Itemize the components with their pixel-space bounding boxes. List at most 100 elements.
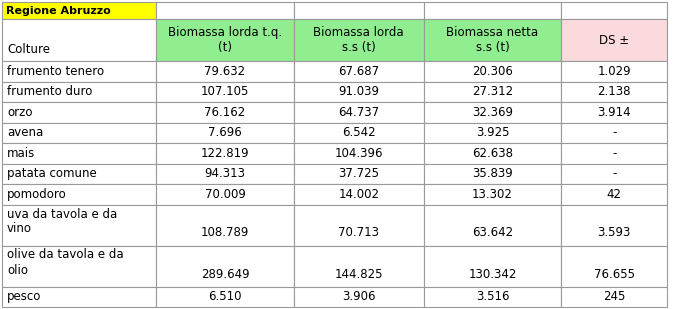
Bar [424, 286, 561, 307]
Bar [2, 163, 157, 184]
Text: 3.925: 3.925 [475, 126, 509, 139]
Bar [293, 19, 424, 61]
Text: -: - [612, 147, 616, 160]
Text: 3.516: 3.516 [475, 290, 509, 303]
Text: 108.789: 108.789 [201, 226, 249, 239]
Bar [561, 184, 667, 205]
Text: 289.649: 289.649 [201, 268, 249, 281]
Bar [2, 102, 157, 122]
Text: 122.819: 122.819 [201, 147, 249, 160]
Bar [424, 122, 561, 143]
Bar [293, 102, 424, 122]
Bar [157, 102, 293, 122]
Text: 79.632: 79.632 [204, 65, 246, 78]
Bar [561, 19, 667, 61]
Bar [424, 19, 561, 61]
Bar [2, 122, 157, 143]
Text: 35.839: 35.839 [472, 167, 513, 180]
Text: 32.369: 32.369 [472, 106, 513, 119]
Text: 62.638: 62.638 [472, 147, 513, 160]
Text: Colture: Colture [7, 43, 50, 56]
Text: 104.396: 104.396 [335, 147, 383, 160]
Text: uva da tavola e da
vino: uva da tavola e da vino [7, 208, 117, 235]
Text: 67.687: 67.687 [338, 65, 380, 78]
Bar [2, 143, 157, 163]
Bar [424, 61, 561, 82]
Text: DS ±: DS ± [599, 33, 629, 46]
Text: pomodoro: pomodoro [7, 188, 67, 201]
Bar [293, 122, 424, 143]
Text: 6.510: 6.510 [208, 290, 242, 303]
Text: 76.162: 76.162 [204, 106, 246, 119]
Bar [2, 61, 157, 82]
Text: 13.302: 13.302 [472, 188, 513, 201]
Bar [424, 2, 561, 19]
Bar [561, 143, 667, 163]
Bar [157, 82, 293, 102]
Text: 144.825: 144.825 [335, 268, 383, 281]
Bar [424, 245, 561, 286]
Text: 107.105: 107.105 [201, 85, 249, 98]
Bar [157, 19, 293, 61]
Bar [561, 245, 667, 286]
Text: 130.342: 130.342 [469, 268, 517, 281]
Text: Biomassa lorda t.q.
(t): Biomassa lorda t.q. (t) [168, 26, 282, 54]
Bar [561, 61, 667, 82]
Bar [561, 82, 667, 102]
Bar [157, 245, 293, 286]
Bar [424, 163, 561, 184]
Bar [561, 102, 667, 122]
Text: -: - [612, 126, 616, 139]
Bar [424, 205, 561, 245]
Text: 27.312: 27.312 [472, 85, 513, 98]
Text: patata comune: patata comune [7, 167, 97, 180]
Bar [157, 143, 293, 163]
Text: 7.696: 7.696 [208, 126, 242, 139]
Text: 64.737: 64.737 [338, 106, 380, 119]
Bar [157, 122, 293, 143]
Bar [2, 82, 157, 102]
Text: 94.313: 94.313 [204, 167, 246, 180]
Bar [157, 2, 293, 19]
Bar [2, 286, 157, 307]
Bar [2, 205, 157, 245]
Bar [424, 82, 561, 102]
Text: 3.906: 3.906 [342, 290, 375, 303]
Bar [561, 163, 667, 184]
Text: 70.713: 70.713 [338, 226, 380, 239]
Bar [561, 286, 667, 307]
Bar [561, 205, 667, 245]
Text: 6.542: 6.542 [342, 126, 375, 139]
Bar [2, 19, 157, 61]
Bar [157, 61, 293, 82]
Text: olive da tavola e da
olio: olive da tavola e da olio [7, 248, 124, 277]
Text: 70.009: 70.009 [204, 188, 246, 201]
Text: 20.306: 20.306 [472, 65, 513, 78]
Text: 1.029: 1.029 [598, 65, 631, 78]
Bar [293, 205, 424, 245]
Bar [293, 2, 424, 19]
Bar [2, 184, 157, 205]
Text: 63.642: 63.642 [472, 226, 513, 239]
Bar [424, 184, 561, 205]
Text: avena: avena [7, 126, 43, 139]
Text: Biomassa netta
s.s (t): Biomassa netta s.s (t) [446, 26, 539, 54]
Text: 91.039: 91.039 [338, 85, 380, 98]
Text: frumento tenero: frumento tenero [7, 65, 104, 78]
Text: mais: mais [7, 147, 35, 160]
Bar [293, 163, 424, 184]
Text: 42: 42 [607, 188, 622, 201]
Text: 37.725: 37.725 [338, 167, 380, 180]
Text: 3.914: 3.914 [598, 106, 631, 119]
Bar [293, 143, 424, 163]
Bar [157, 163, 293, 184]
Text: Regione Abruzzo: Regione Abruzzo [6, 6, 111, 15]
Bar [157, 205, 293, 245]
Bar [293, 61, 424, 82]
Text: pesco: pesco [7, 290, 41, 303]
Bar [561, 122, 667, 143]
Bar [293, 82, 424, 102]
Text: 3.593: 3.593 [598, 226, 631, 239]
Bar [561, 2, 667, 19]
Text: 2.138: 2.138 [598, 85, 631, 98]
